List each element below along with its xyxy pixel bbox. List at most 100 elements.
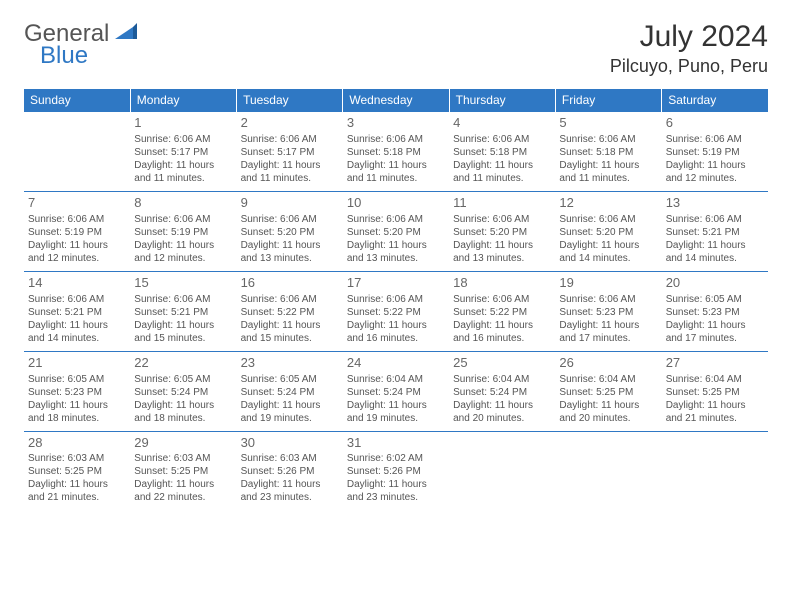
daylight-text: Daylight: 11 hours	[559, 239, 657, 252]
daylight-text: and 21 minutes.	[666, 412, 764, 425]
sunset-text: Sunset: 5:23 PM	[559, 306, 657, 319]
calendar-week-row: 21Sunrise: 6:05 AMSunset: 5:23 PMDayligh…	[24, 351, 768, 431]
calendar-day-cell	[555, 431, 661, 510]
daylight-text: and 19 minutes.	[241, 412, 339, 425]
calendar-day-cell: 23Sunrise: 6:05 AMSunset: 5:24 PMDayligh…	[237, 351, 343, 431]
daylight-text: Daylight: 11 hours	[134, 478, 232, 491]
day-number: 7	[28, 195, 126, 212]
sunset-text: Sunset: 5:19 PM	[666, 146, 764, 159]
sunrise-text: Sunrise: 6:06 AM	[347, 213, 445, 226]
day-number: 25	[453, 355, 551, 372]
daylight-text: Daylight: 11 hours	[134, 399, 232, 412]
sunrise-text: Sunrise: 6:06 AM	[559, 293, 657, 306]
day-number: 2	[241, 115, 339, 132]
sunrise-text: Sunrise: 6:03 AM	[28, 452, 126, 465]
daylight-text: and 14 minutes.	[28, 332, 126, 345]
day-number: 26	[559, 355, 657, 372]
day-number: 17	[347, 275, 445, 292]
daylight-text: and 14 minutes.	[666, 252, 764, 265]
calendar-day-cell: 3Sunrise: 6:06 AMSunset: 5:18 PMDaylight…	[343, 112, 449, 192]
day-header: Friday	[555, 89, 661, 112]
sunrise-text: Sunrise: 6:06 AM	[347, 133, 445, 146]
sunset-text: Sunset: 5:23 PM	[666, 306, 764, 319]
sunrise-text: Sunrise: 6:06 AM	[134, 133, 232, 146]
sunset-text: Sunset: 5:21 PM	[666, 226, 764, 239]
daylight-text: and 21 minutes.	[28, 491, 126, 504]
sunset-text: Sunset: 5:26 PM	[347, 465, 445, 478]
sunset-text: Sunset: 5:20 PM	[347, 226, 445, 239]
day-number: 11	[453, 195, 551, 212]
sunrise-text: Sunrise: 6:06 AM	[241, 213, 339, 226]
day-number: 15	[134, 275, 232, 292]
sunset-text: Sunset: 5:22 PM	[241, 306, 339, 319]
calendar-day-cell: 4Sunrise: 6:06 AMSunset: 5:18 PMDaylight…	[449, 112, 555, 192]
calendar-day-cell: 6Sunrise: 6:06 AMSunset: 5:19 PMDaylight…	[662, 112, 768, 192]
sunset-text: Sunset: 5:23 PM	[28, 386, 126, 399]
day-number: 23	[241, 355, 339, 372]
sunrise-text: Sunrise: 6:04 AM	[453, 373, 551, 386]
calendar-day-cell: 25Sunrise: 6:04 AMSunset: 5:24 PMDayligh…	[449, 351, 555, 431]
day-number: 27	[666, 355, 764, 372]
daylight-text: and 17 minutes.	[666, 332, 764, 345]
day-number: 21	[28, 355, 126, 372]
calendar-day-cell: 30Sunrise: 6:03 AMSunset: 5:26 PMDayligh…	[237, 431, 343, 510]
daylight-text: and 12 minutes.	[28, 252, 126, 265]
day-header: Tuesday	[237, 89, 343, 112]
sunset-text: Sunset: 5:19 PM	[28, 226, 126, 239]
daylight-text: and 13 minutes.	[347, 252, 445, 265]
daylight-text: Daylight: 11 hours	[134, 159, 232, 172]
daylight-text: Daylight: 11 hours	[28, 319, 126, 332]
daylight-text: and 17 minutes.	[559, 332, 657, 345]
daylight-text: Daylight: 11 hours	[453, 399, 551, 412]
daylight-text: and 19 minutes.	[347, 412, 445, 425]
sunrise-text: Sunrise: 6:06 AM	[134, 213, 232, 226]
daylight-text: Daylight: 11 hours	[347, 239, 445, 252]
daylight-text: Daylight: 11 hours	[241, 319, 339, 332]
day-number: 6	[666, 115, 764, 132]
calendar-day-cell: 5Sunrise: 6:06 AMSunset: 5:18 PMDaylight…	[555, 112, 661, 192]
sunset-text: Sunset: 5:18 PM	[559, 146, 657, 159]
day-number: 28	[28, 435, 126, 452]
calendar-day-cell: 19Sunrise: 6:06 AMSunset: 5:23 PMDayligh…	[555, 271, 661, 351]
sunrise-text: Sunrise: 6:04 AM	[559, 373, 657, 386]
daylight-text: and 20 minutes.	[453, 412, 551, 425]
daylight-text: and 14 minutes.	[559, 252, 657, 265]
sunset-text: Sunset: 5:21 PM	[134, 306, 232, 319]
day-number: 30	[241, 435, 339, 452]
sunrise-text: Sunrise: 6:05 AM	[28, 373, 126, 386]
daylight-text: and 20 minutes.	[559, 412, 657, 425]
calendar-day-cell: 21Sunrise: 6:05 AMSunset: 5:23 PMDayligh…	[24, 351, 130, 431]
daylight-text: and 13 minutes.	[241, 252, 339, 265]
daylight-text: and 12 minutes.	[134, 252, 232, 265]
daylight-text: and 23 minutes.	[241, 491, 339, 504]
sunrise-text: Sunrise: 6:06 AM	[559, 133, 657, 146]
sunset-text: Sunset: 5:26 PM	[241, 465, 339, 478]
daylight-text: Daylight: 11 hours	[453, 159, 551, 172]
sunrise-text: Sunrise: 6:04 AM	[666, 373, 764, 386]
daylight-text: Daylight: 11 hours	[28, 399, 126, 412]
daylight-text: and 15 minutes.	[134, 332, 232, 345]
day-header: Saturday	[662, 89, 768, 112]
daylight-text: and 16 minutes.	[453, 332, 551, 345]
day-number: 20	[666, 275, 764, 292]
sunrise-text: Sunrise: 6:06 AM	[666, 133, 764, 146]
day-number: 31	[347, 435, 445, 452]
sunrise-text: Sunrise: 6:06 AM	[666, 213, 764, 226]
sunrise-text: Sunrise: 6:05 AM	[241, 373, 339, 386]
sunrise-text: Sunrise: 6:05 AM	[134, 373, 232, 386]
daylight-text: Daylight: 11 hours	[559, 159, 657, 172]
day-number: 1	[134, 115, 232, 132]
logo-word2: Blue	[40, 42, 88, 70]
sunrise-text: Sunrise: 6:06 AM	[559, 213, 657, 226]
daylight-text: and 16 minutes.	[347, 332, 445, 345]
sunrise-text: Sunrise: 6:06 AM	[28, 293, 126, 306]
day-number: 29	[134, 435, 232, 452]
daylight-text: Daylight: 11 hours	[28, 478, 126, 491]
calendar-day-cell: 20Sunrise: 6:05 AMSunset: 5:23 PMDayligh…	[662, 271, 768, 351]
sunset-text: Sunset: 5:19 PM	[134, 226, 232, 239]
calendar-day-cell: 16Sunrise: 6:06 AMSunset: 5:22 PMDayligh…	[237, 271, 343, 351]
daylight-text: Daylight: 11 hours	[559, 399, 657, 412]
calendar-day-cell: 8Sunrise: 6:06 AMSunset: 5:19 PMDaylight…	[130, 191, 236, 271]
daylight-text: Daylight: 11 hours	[347, 319, 445, 332]
sunrise-text: Sunrise: 6:06 AM	[241, 293, 339, 306]
